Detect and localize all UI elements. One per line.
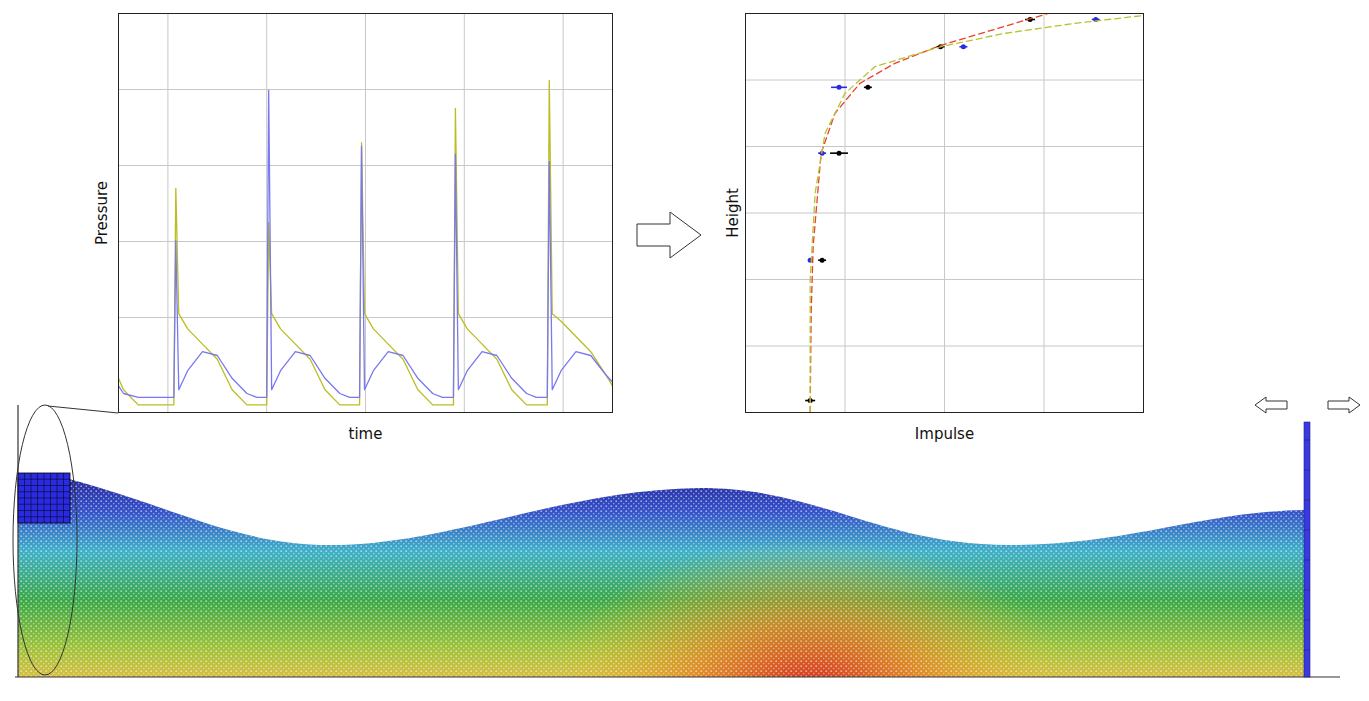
svg-text:Height: Height [724,188,742,238]
svg-text:Pressure: Pressure [93,181,111,245]
svg-text:Impulse: Impulse [915,425,974,443]
svg-text:time: time [349,425,383,443]
